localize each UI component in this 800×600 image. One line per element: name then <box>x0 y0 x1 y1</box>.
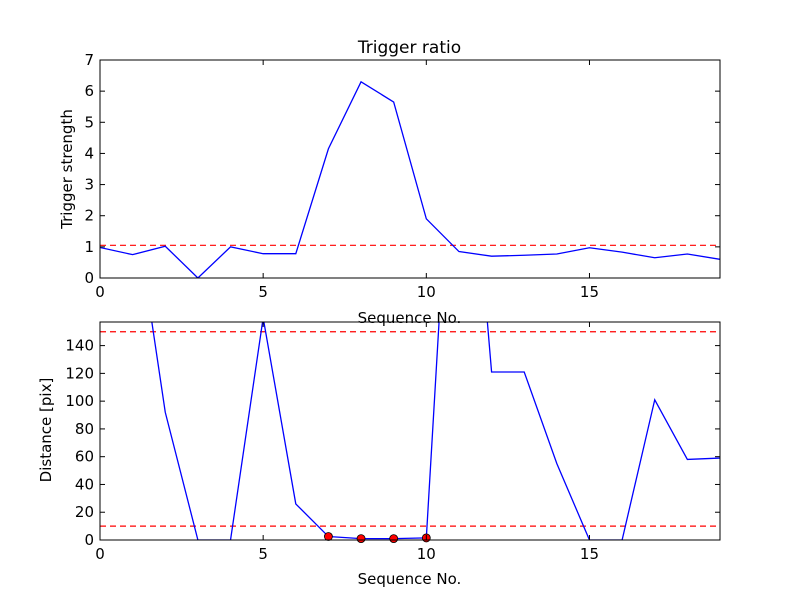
trigger-ratio-panel: Trigger ratio Trigger strength Sequence … <box>58 38 721 327</box>
data-point-marker <box>389 534 399 544</box>
x-tick-label: 15 <box>580 283 599 301</box>
y-tick-label: 5 <box>84 113 94 131</box>
series-line <box>151 322 720 540</box>
y-axis-label: Trigger strength <box>58 109 76 230</box>
y-tick-label: 3 <box>84 176 94 194</box>
y-tick-label: 40 <box>75 475 94 493</box>
axes-frame <box>99 59 721 279</box>
x-axis-label: Sequence No. <box>358 570 462 588</box>
x-tick-label: 10 <box>417 545 436 563</box>
chart-title: Trigger ratio <box>357 38 461 58</box>
x-axis-label: Sequence No. <box>358 309 462 327</box>
x-tick-label: 0 <box>95 283 105 301</box>
distance-panel: Distance [pix] Sequence No. 0 5 10 15 0 20 40 6… <box>37 321 721 588</box>
y-tick-label: 20 <box>75 503 94 521</box>
y-tick-label: 7 <box>84 51 94 69</box>
y-tick-label: 0 <box>84 269 94 287</box>
y-axis-label: Distance [pix] <box>37 378 55 483</box>
y-tick-label: 80 <box>75 420 94 438</box>
data-point-marker <box>356 534 366 544</box>
series-line <box>100 80 720 278</box>
y-tick-label: 120 <box>65 364 94 382</box>
y-tick-label: 60 <box>75 448 94 466</box>
x-tick-label: 5 <box>258 545 268 563</box>
y-tick-label: 140 <box>65 337 94 355</box>
y-tick-label: 1 <box>84 238 94 256</box>
x-tick-label: 10 <box>417 283 436 301</box>
y-tick-label: 4 <box>84 144 94 162</box>
axes-frame <box>99 321 721 541</box>
data-point-marker <box>324 532 333 541</box>
y-tick-label: 100 <box>65 392 94 410</box>
y-tick-label: 2 <box>84 207 94 225</box>
x-tick-label: 5 <box>258 283 268 301</box>
x-tick-label: 0 <box>95 545 105 563</box>
x-tick-label: 15 <box>580 545 599 563</box>
y-tick-label: 6 <box>84 82 94 100</box>
y-tick-label: 0 <box>84 531 94 549</box>
